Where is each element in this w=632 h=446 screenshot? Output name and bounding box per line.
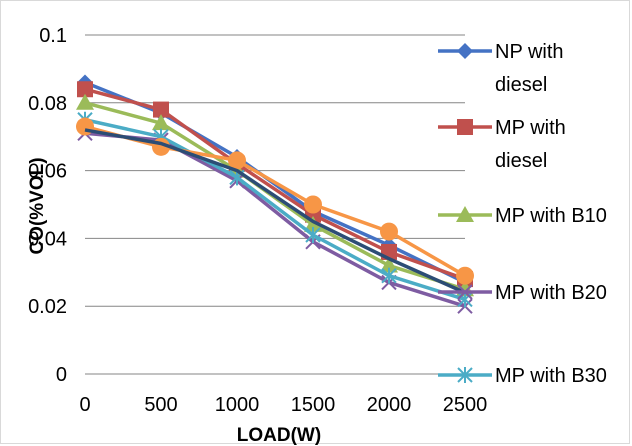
x-tick-label: 2000: [367, 394, 412, 416]
data-point: [457, 291, 473, 308]
data-point: [76, 93, 94, 110]
series-line: [84, 124, 466, 278]
data-point: [456, 266, 474, 285]
data-point: [153, 101, 169, 118]
legend-swatch-marker: [457, 284, 473, 300]
legend-item-5: MP with B30: [438, 365, 607, 387]
data-point: [76, 117, 94, 136]
legend-label: MP with B30: [495, 365, 607, 387]
y-tick-label: 0.02: [28, 296, 67, 318]
legend: NP with diesel MP with diesel MP with B10 MP …: [438, 41, 607, 387]
x-tick-label: 500: [144, 394, 177, 416]
series-7: [84, 128, 466, 295]
y-tick-label: 0.04: [28, 228, 67, 250]
data-point: [305, 227, 321, 244]
series-4: [77, 125, 473, 314]
data-point: [381, 267, 397, 284]
legend-item-2: MP with diesel: [438, 117, 566, 172]
series-line: [84, 87, 466, 281]
x-tick-label: 1500: [291, 394, 336, 416]
y-tick-label: 0.08: [28, 93, 67, 115]
legend-item-1: NP with diesel: [438, 41, 564, 96]
gridlines: [85, 34, 465, 375]
legend-label: MP with: [495, 117, 566, 139]
data-point: [304, 215, 322, 232]
y-tick-labels: 0 0.02 0.04 0.06 0.08 0.1: [28, 25, 67, 386]
legend-item-3: MP with B10: [438, 205, 607, 227]
series-6: [76, 117, 474, 285]
data-point: [77, 81, 93, 98]
legend-label: MP with B10: [495, 205, 607, 227]
data-point: [380, 222, 398, 241]
data-point: [304, 195, 322, 214]
y-tick-label: 0.1: [39, 25, 67, 47]
x-axis-title: LOAD(W): [237, 425, 321, 445]
y-axis-title: CO(%VOL): [27, 157, 48, 254]
data-point: [380, 256, 398, 273]
y-tick-label: 0: [56, 364, 67, 386]
legend-swatch-marker: [456, 206, 474, 222]
series-line: [84, 128, 466, 295]
x-tick-label: 0: [79, 394, 90, 416]
data-point: [228, 151, 246, 170]
legend-label: diesel: [495, 150, 547, 172]
legend-label: MP with B20: [495, 282, 607, 304]
series-line: [84, 131, 466, 308]
series-line: [84, 118, 466, 302]
legend-swatch-marker: [457, 367, 473, 383]
x-tick-labels: 0 500 1000 1500 2000 2500: [79, 394, 487, 416]
x-tick-label: 2500: [443, 394, 488, 416]
data-series: [76, 74, 474, 314]
data-point: [152, 114, 170, 131]
x-tick-label: 1000: [215, 394, 260, 416]
legend-label: diesel: [495, 74, 547, 96]
legend-label: NP with: [495, 41, 564, 63]
legend-item-4: MP with B20: [438, 282, 607, 304]
legend-swatch-marker: [457, 43, 473, 59]
legend-swatch-marker: [457, 119, 473, 135]
y-tick-label: 0.06: [28, 161, 67, 183]
